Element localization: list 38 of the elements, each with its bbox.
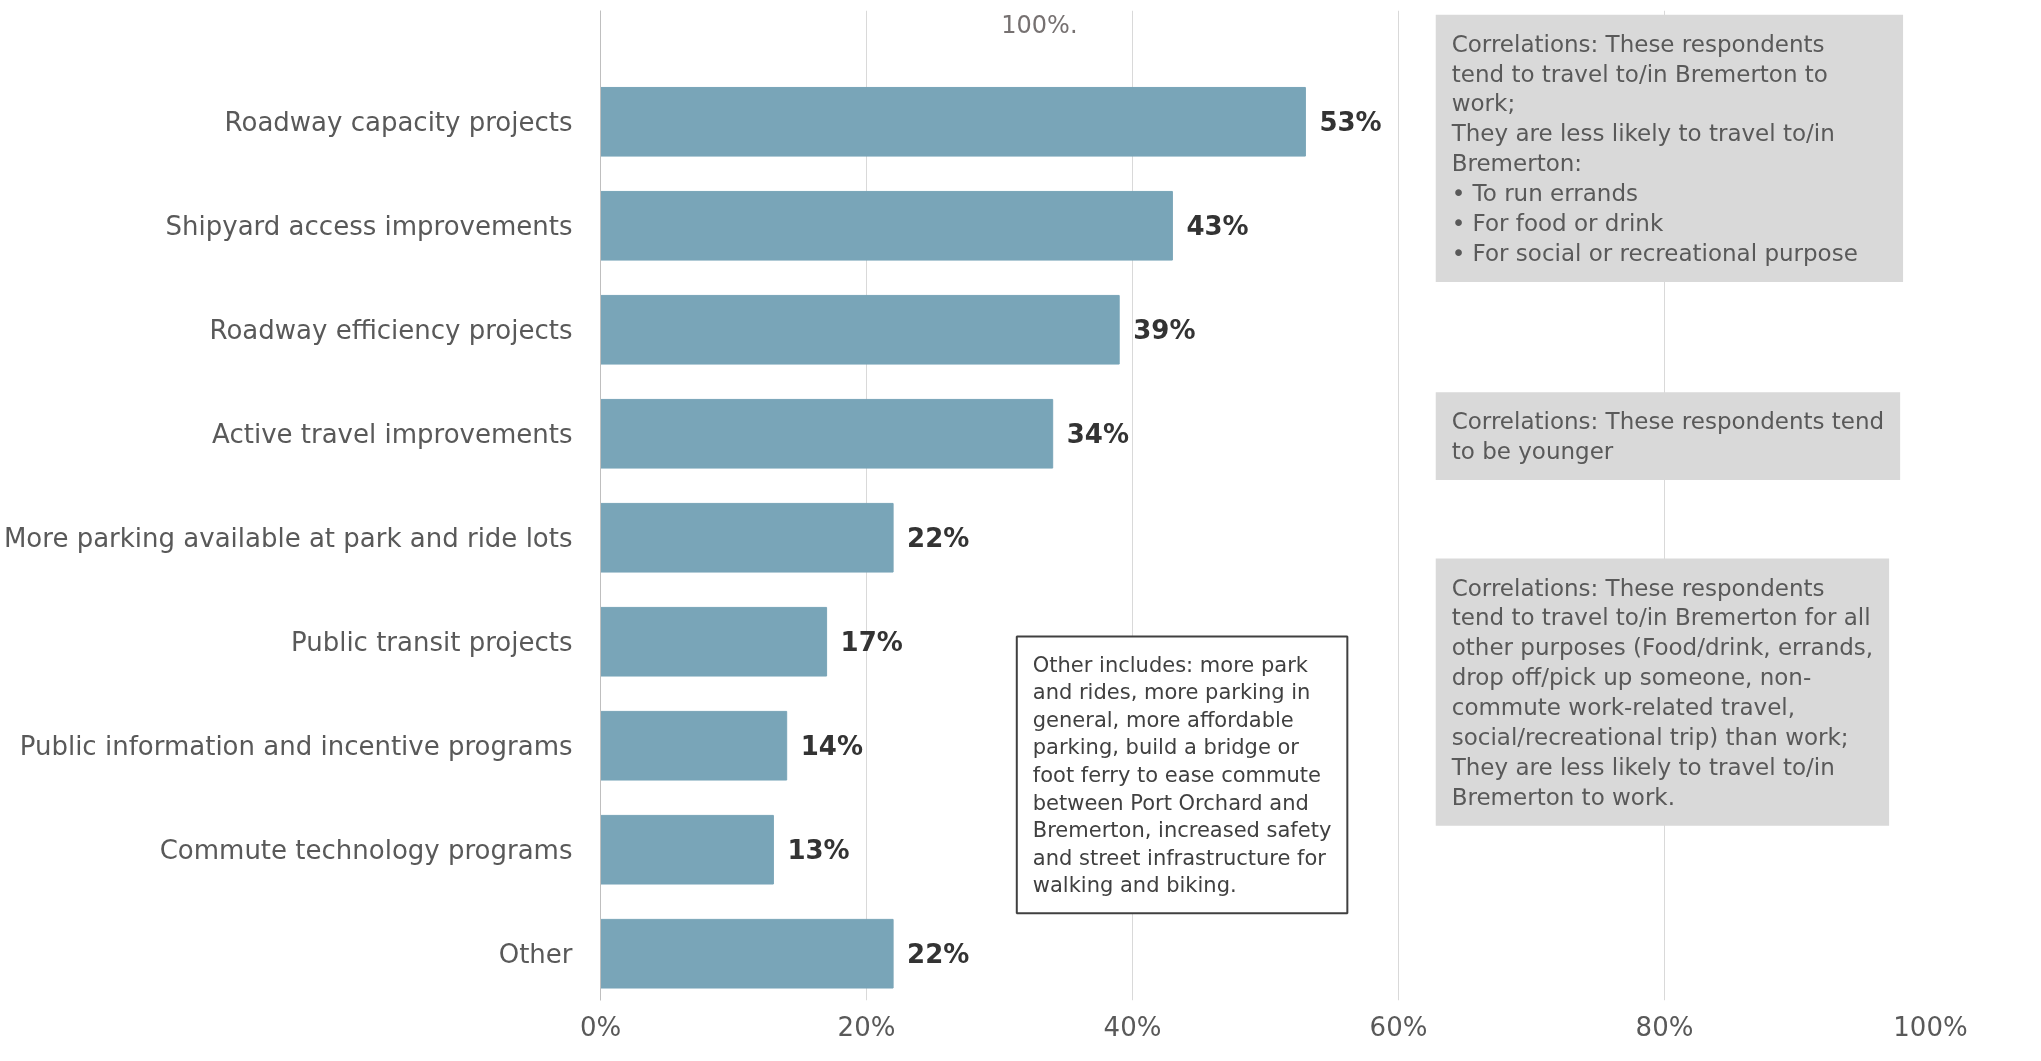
bar — [600, 918, 894, 989]
x-tick-label: 100% — [1893, 1011, 1968, 1042]
bar — [600, 398, 1054, 469]
chart-subtitle: 100%. — [1001, 10, 1078, 39]
y-tick-label: More parking available at park and ride lots — [3, 522, 573, 553]
x-tick-label: 60% — [1369, 1011, 1428, 1042]
bar — [600, 86, 1306, 157]
bar — [600, 294, 1120, 365]
y-tick-label: Other — [498, 938, 573, 969]
bar — [600, 710, 788, 781]
data-label: 39% — [1133, 314, 1196, 345]
data-label: 13% — [787, 834, 850, 865]
data-label: 53% — [1319, 106, 1382, 137]
y-tick-label: Shipyard access improvements — [165, 210, 573, 241]
y-tick-label: Commute technology programs — [159, 834, 573, 865]
data-label: 14% — [800, 730, 863, 761]
bar — [600, 814, 774, 885]
x-tick-label: 40% — [1103, 1011, 1162, 1042]
x-tick-label: 20% — [837, 1011, 896, 1042]
data-label: 43% — [1186, 210, 1249, 241]
x-tick-label: 80% — [1635, 1011, 1694, 1042]
annotation: Correlations: These respondents tend to travel to/in Bremerton to work; They are less likely to travel to/in Bremerton: • To run errands • For food or drink • For social or recreational purpose — [1450, 30, 1858, 266]
y-tick-label: Roadway capacity projects — [224, 106, 573, 137]
bar — [600, 606, 828, 677]
data-label: 17% — [840, 626, 903, 657]
y-tick-label: Roadway efficiency projects — [209, 314, 573, 345]
y-tick-label: Public information and incentive programs — [19, 730, 573, 761]
data-label: 22% — [907, 522, 970, 553]
y-tick-label: Public transit projects — [290, 626, 573, 657]
y-tick-label: Active travel improvements — [212, 418, 573, 449]
bar — [600, 502, 894, 573]
x-tick-label: 0% — [579, 1011, 622, 1042]
annotation: Correlations: These respondents tend to be younger — [1451, 408, 1885, 465]
annotation: Correlations: These respondents tend to travel to/in Bremerton for all other purposes (Food/drink, errands, drop off/pick up someone, non- commute work-related travel, social/recreational trip) than work; They are less likely to travel to/in Bremerton to work. — [1450, 574, 1874, 810]
bar — [600, 190, 1173, 261]
text: Other includes: more park and rides, more parking in general, more affordable parking, build a bridge or foot ferry to ease commute between Port Orchard and Bremerton, increased safety and street infrastructure for walking and biking. — [1032, 652, 1332, 898]
data-label: 34% — [1066, 418, 1129, 449]
data-label: 22% — [907, 938, 970, 969]
